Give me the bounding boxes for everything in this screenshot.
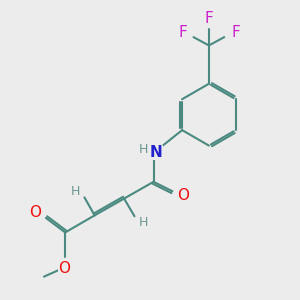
- Text: O: O: [29, 205, 41, 220]
- Text: H: H: [71, 185, 80, 198]
- Text: O: O: [58, 261, 70, 276]
- Text: N: N: [150, 146, 163, 160]
- Text: F: F: [231, 25, 240, 40]
- Text: H: H: [139, 143, 148, 157]
- Text: F: F: [205, 11, 213, 26]
- Text: F: F: [178, 25, 187, 40]
- Text: H: H: [139, 216, 148, 229]
- Text: O: O: [178, 188, 190, 202]
